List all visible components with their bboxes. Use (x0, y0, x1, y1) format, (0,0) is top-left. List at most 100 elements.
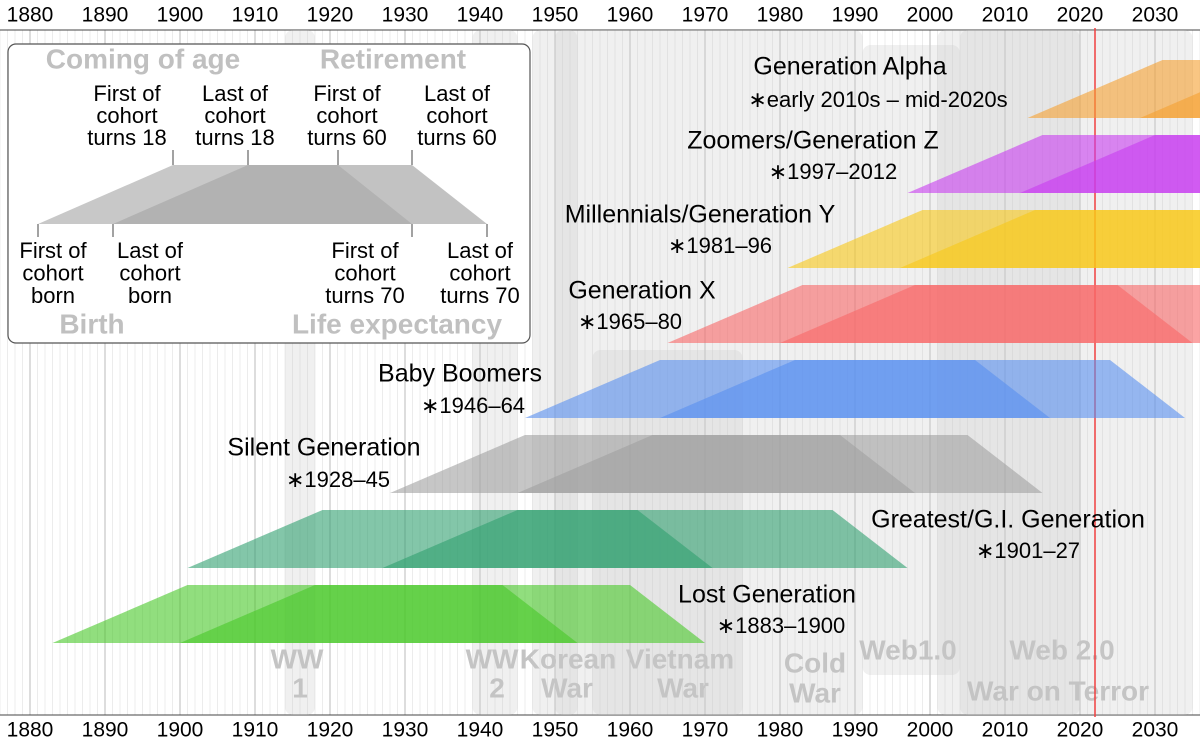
legend-label: turns 60 (307, 125, 387, 150)
legend-label: First of (313, 81, 381, 106)
generation-name: Silent Generation (227, 434, 420, 462)
x-tick-label: 1970 (682, 719, 729, 742)
legend-label: cohort (204, 103, 265, 128)
x-tick-label: 2000 (907, 719, 954, 742)
event-label: War (541, 672, 593, 703)
legend-label: born (31, 283, 75, 308)
cohort-last (1140, 92, 1200, 118)
legend-label: Last of (424, 81, 491, 106)
x-tick-label: 1930 (382, 719, 429, 742)
legend-label: turns 70 (325, 283, 405, 308)
event-label: WW (271, 643, 324, 674)
x-tick-label: 1920 (307, 719, 354, 742)
legend-heading: Coming of age (46, 43, 240, 74)
x-tick-label: 1890 (82, 4, 129, 27)
x-tick-label: 1900 (157, 719, 204, 742)
generation-cohort: ∗1965–80 (578, 309, 682, 334)
legend-label: turns 60 (417, 125, 497, 150)
x-tick-label: 2030 (1132, 4, 1179, 27)
event-label: 1 (292, 672, 308, 703)
generation-cohort: ∗1901–27 (976, 538, 1080, 563)
legend-label: First of (331, 238, 399, 263)
x-tick-label: 1950 (532, 4, 579, 27)
x-tick-label: 1930 (382, 4, 429, 27)
generation-cohort: ∗1883–1900 (717, 613, 846, 638)
x-tick-label: 1990 (832, 4, 879, 27)
x-tick-label: 1960 (607, 4, 654, 27)
x-tick-label: 1950 (532, 719, 579, 742)
cohort-last (780, 285, 1200, 343)
generation-name: Millennials/Generation Y (565, 201, 836, 229)
legend: Coming of age Retirement Birth Life expecta… (7, 43, 531, 344)
x-tick-label: 1940 (457, 4, 504, 27)
legend-label: born (128, 283, 172, 308)
event-label: War on Terror (967, 675, 1149, 706)
legend-ticks (37, 150, 488, 237)
event-label: 2 (489, 672, 505, 703)
cohort-last (180, 585, 705, 643)
generation-cohort: ∗1928–45 (286, 467, 390, 492)
legend-label: cohort (22, 260, 83, 285)
legend-label: Last of (117, 238, 184, 263)
legend-label: cohort (449, 260, 510, 285)
x-tick-label: 1980 (757, 719, 804, 742)
cohort-last (900, 210, 1200, 268)
event-label: War (657, 672, 709, 703)
x-tick-label: 1900 (157, 4, 204, 27)
generation-name: Generation Alpha (753, 53, 946, 81)
legend-label: cohort (426, 103, 487, 128)
legend-label: First of (19, 238, 87, 263)
x-tick-label: 1890 (82, 719, 129, 742)
x-tick-label: 1990 (832, 719, 879, 742)
legend-label: Last of (447, 238, 514, 263)
legend-label: cohort (96, 103, 157, 128)
cohort-last (1020, 135, 1200, 193)
cohort-last (382, 510, 908, 568)
x-tick-label: 2030 (1132, 719, 1179, 742)
event-label: Web 2.0 (1009, 634, 1114, 665)
legend-heading: Life expectancy (292, 308, 503, 339)
event-label: War (789, 677, 841, 708)
x-tick-label: 1980 (757, 4, 804, 27)
generation-cohort: ∗1997–2012 (769, 159, 898, 184)
generation-name: Generation X (568, 277, 716, 305)
generation-name: Greatest/G.I. Generation (871, 506, 1145, 534)
x-tick-label: 1910 (232, 719, 279, 742)
x-tick-label: 1880 (7, 719, 54, 742)
event-label: Web1.0 (859, 634, 957, 665)
cohort-first (1027, 60, 1200, 118)
event-label: WW (466, 643, 519, 674)
legend-label: turns 70 (440, 283, 520, 308)
generation-cohort: ∗1946–64 (421, 393, 525, 418)
generation-cohort: ∗1981–96 (668, 233, 772, 258)
generations: Generation Alpha ∗early 2010s – mid-2020s… (52, 53, 1200, 643)
legend-label: cohort (119, 260, 180, 285)
event-label: Korean (520, 643, 616, 674)
event-label: Cold (784, 647, 846, 678)
x-tick-label: 1920 (307, 4, 354, 27)
x-tick-label: 1880 (7, 4, 54, 27)
cohort-last (517, 435, 1043, 493)
x-tick-label: 2000 (907, 4, 954, 27)
generation-cohort: ∗early 2010s – mid-2020s (748, 87, 1007, 112)
generation-name: Zoomers/Generation Z (687, 127, 939, 155)
generation-name: Baby Boomers (378, 360, 542, 388)
event-label: Vietnam (626, 643, 734, 674)
legend-heading: Retirement (320, 43, 466, 74)
x-tick-label: 1970 (682, 4, 729, 27)
legend-label: turns 18 (87, 125, 167, 150)
x-tick-label: 1940 (457, 719, 504, 742)
x-tick-label: 2020 (1057, 4, 1104, 27)
legend-heading: Birth (59, 308, 124, 339)
legend-label: First of (93, 81, 161, 106)
x-tick-label: 2010 (982, 719, 1029, 742)
legend-label: Last of (202, 81, 269, 106)
x-tick-label: 2010 (982, 4, 1029, 27)
legend-label: cohort (334, 260, 395, 285)
x-tick-label: 1910 (232, 4, 279, 27)
x-tick-label: 1960 (607, 719, 654, 742)
legend-label: cohort (316, 103, 377, 128)
x-tick-label: 2020 (1057, 719, 1104, 742)
cohort-last (660, 360, 1185, 418)
